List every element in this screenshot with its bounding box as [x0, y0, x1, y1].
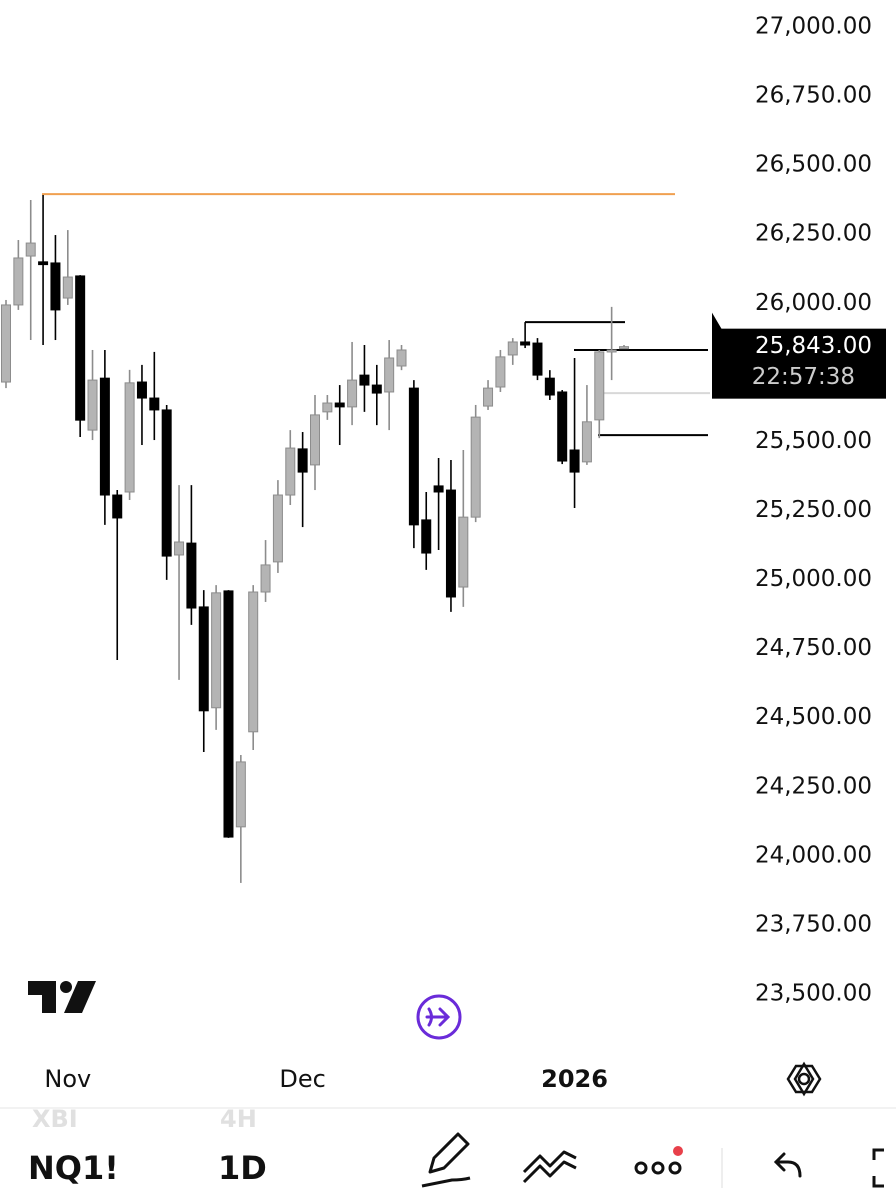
plot-area: 27,000.00 26,750.00 26,500.00 26,250.00 26,0…: [1, 14, 886, 1093]
candle-body: [211, 592, 222, 709]
candle-body: [62, 276, 73, 299]
settings-button[interactable]: [786, 1061, 822, 1097]
y-tick-label: 23,500.00: [755, 981, 872, 1007]
candle-body: [557, 391, 568, 462]
candle-body: [520, 341, 531, 346]
draw-tool-button[interactable]: [421, 1132, 471, 1188]
candle-body: [594, 351, 605, 421]
faded-symbol: XBI: [32, 1105, 78, 1133]
candle-body: [532, 342, 543, 376]
y-tick-label: 26,000.00: [755, 290, 872, 316]
candle-body: [310, 414, 320, 466]
candle-body: [38, 261, 49, 266]
y-tick-label: 24,500.00: [755, 704, 872, 730]
more-button[interactable]: [634, 1146, 683, 1175]
candle-body: [272, 494, 283, 563]
y-tick-label: 27,000.00: [755, 14, 872, 40]
candle-body: [334, 402, 345, 408]
indicators-button[interactable]: [522, 1150, 577, 1184]
y-tick-label: 24,000.00: [755, 842, 872, 868]
candle-body: [136, 381, 147, 399]
countdown: 22:57:38: [752, 364, 855, 390]
candle-body: [248, 591, 259, 733]
last-price: 25,843.00: [755, 333, 872, 359]
y-tick-label: 25,000.00: [755, 566, 872, 592]
y-tick-label: 25,250.00: [755, 497, 872, 523]
candle-body: [470, 416, 481, 518]
fullscreen-button[interactable]: [872, 1148, 884, 1188]
x-tick-label: 2026: [541, 1065, 608, 1093]
candle-body: [458, 516, 469, 588]
go-to-realtime-button[interactable]: [416, 994, 462, 1040]
symbol-button[interactable]: NQ1!: [28, 1149, 119, 1187]
candle-body: [507, 341, 518, 356]
interval-button[interactable]: 1D: [218, 1149, 267, 1187]
tv-logo: [28, 981, 96, 1013]
candle-body: [1, 304, 11, 383]
candle-body: [322, 402, 333, 413]
candle-body: [174, 541, 185, 556]
undo-button[interactable]: [773, 1152, 802, 1178]
candle-body: [112, 494, 123, 519]
candle-body: [87, 379, 98, 431]
price-label-box: [712, 328, 886, 399]
y-tick-label: 23,750.00: [755, 911, 872, 937]
candle-body: [421, 519, 432, 554]
candle-body: [606, 349, 617, 353]
candle-body: [359, 374, 370, 386]
x-tick-label: Nov: [44, 1065, 91, 1093]
candle-body: [433, 485, 444, 493]
candle-body: [371, 384, 382, 394]
candle-body: [408, 387, 419, 526]
y-tick-label: 26,500.00: [755, 152, 872, 178]
candle-body: [384, 357, 395, 393]
x-tick-label: Dec: [279, 1065, 325, 1093]
candle-body: [495, 356, 506, 388]
candle-body: [483, 387, 494, 407]
candle-body: [260, 564, 271, 593]
candle-body: [445, 489, 456, 598]
candle-body: [396, 349, 407, 367]
candle-body: [99, 377, 110, 496]
candle-body: [13, 257, 24, 306]
candle-body: [223, 590, 234, 838]
candle-body: [619, 346, 629, 350]
candle-body: [347, 379, 358, 408]
candle-body: [235, 761, 246, 828]
candle-body: [149, 397, 160, 411]
candle-body: [124, 382, 135, 493]
candle-body: [75, 275, 86, 421]
candle-body: [544, 377, 555, 396]
y-tick-label: 24,750.00: [755, 635, 872, 661]
candle-body: [297, 448, 308, 473]
candle-body: [581, 421, 592, 463]
candle-body: [161, 409, 172, 557]
candle-body: [285, 447, 296, 496]
candle-body: [198, 606, 209, 712]
y-tick-label: 26,750.00: [755, 83, 872, 109]
candle-body: [186, 542, 197, 609]
y-tick-label: 25,500.00: [755, 428, 872, 454]
candle-body: [25, 242, 36, 257]
candle-body: [50, 262, 61, 311]
faded-interval: 4H: [220, 1105, 257, 1133]
candle-body: [569, 449, 580, 473]
y-tick-label: 24,250.00: [755, 773, 872, 799]
y-tick-label: 26,250.00: [755, 221, 872, 247]
